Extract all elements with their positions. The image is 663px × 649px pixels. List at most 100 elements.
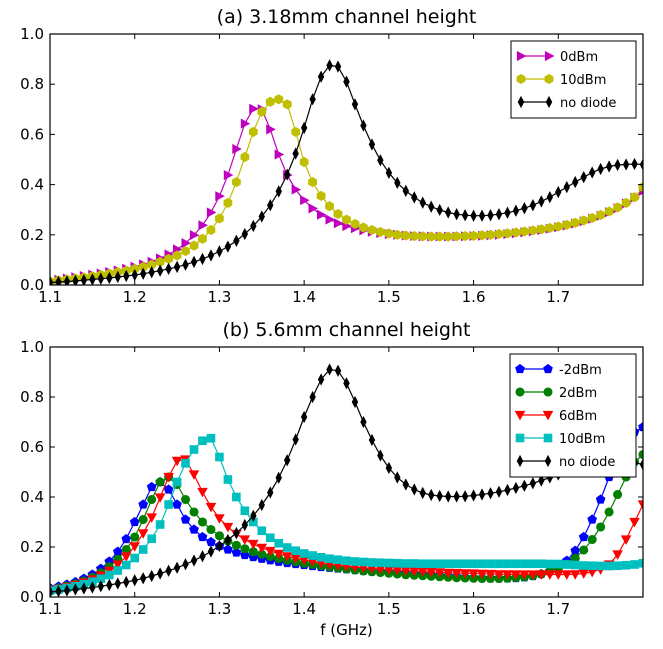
data-point — [155, 477, 165, 487]
data-point — [257, 526, 267, 536]
data-point — [114, 270, 121, 284]
data-point — [257, 106, 267, 117]
data-point — [173, 561, 181, 574]
data-point — [385, 461, 393, 475]
data-point — [231, 547, 242, 557]
legend-label: 0dBm — [560, 50, 598, 65]
data-point — [274, 538, 284, 548]
data-point — [470, 489, 477, 502]
data-point — [528, 559, 538, 569]
data-point — [197, 517, 208, 527]
data-point — [452, 231, 462, 242]
legend-item: 10dBm — [515, 432, 605, 447]
data-point — [214, 514, 225, 524]
data-point — [425, 567, 437, 578]
data-point — [300, 410, 308, 424]
x-tick-label: 1.6 — [462, 288, 486, 306]
data-point — [282, 543, 292, 552]
data-point — [419, 486, 426, 500]
data-point — [148, 266, 155, 279]
data-point — [384, 228, 394, 239]
data-point — [521, 202, 528, 215]
data-point — [308, 177, 318, 188]
data-point — [493, 570, 505, 580]
data-point — [316, 209, 327, 220]
data-point — [97, 580, 105, 593]
plot-area — [50, 363, 643, 597]
data-point — [50, 276, 54, 285]
data-point — [476, 569, 488, 580]
data-point — [368, 138, 376, 151]
y-tick-label: 0.0 — [20, 588, 44, 606]
data-point — [112, 560, 124, 570]
data-point — [418, 231, 428, 242]
data-point — [308, 551, 317, 560]
data-point — [154, 493, 166, 503]
data-point — [613, 561, 622, 571]
data-point — [630, 192, 639, 203]
data-point — [130, 532, 140, 542]
chart-panel-2: (b) 5.6mm channel height 1.1 1.2 1.3 1.4 1.5 1… — [20, 319, 644, 639]
data-point — [451, 568, 462, 579]
data-point — [334, 60, 342, 73]
data-point — [426, 559, 436, 569]
data-point — [256, 543, 268, 554]
data-point — [291, 546, 300, 556]
data-point — [275, 471, 282, 484]
data-point — [537, 224, 546, 235]
data-point — [578, 531, 589, 542]
x-tick-label: 1.7 — [546, 600, 570, 618]
data-point — [461, 209, 469, 222]
data-point — [443, 231, 453, 242]
data-point — [350, 557, 360, 566]
data-point — [189, 445, 199, 454]
data-point — [241, 227, 249, 241]
legend-marker — [515, 363, 525, 374]
data-point — [503, 228, 512, 239]
data-point — [478, 209, 486, 222]
data-point — [189, 240, 199, 251]
data-point — [232, 492, 241, 502]
data-point — [553, 221, 563, 232]
data-point — [223, 170, 234, 181]
data-point — [444, 206, 452, 219]
data-point — [120, 552, 132, 562]
data-point — [129, 516, 140, 527]
data-point — [520, 226, 529, 237]
data-point — [248, 539, 259, 550]
data-point — [605, 160, 613, 173]
data-point — [351, 98, 359, 111]
data-point — [171, 456, 183, 467]
legend-label: 10dBm — [560, 73, 606, 88]
data-point — [393, 558, 402, 568]
data-point — [544, 570, 556, 580]
data-point — [470, 209, 477, 222]
data-point — [309, 93, 316, 106]
data-point — [267, 486, 274, 499]
data-point — [275, 185, 282, 198]
data-point — [148, 569, 155, 583]
data-point — [343, 75, 350, 88]
data-point — [146, 513, 157, 523]
data-point — [487, 209, 494, 222]
data-point — [292, 433, 299, 446]
data-point — [604, 561, 614, 571]
data-point — [165, 564, 172, 577]
data-point — [224, 240, 232, 253]
data-point — [504, 206, 511, 219]
x-tick-label: 1.2 — [123, 288, 147, 306]
data-point — [223, 544, 233, 554]
data-point — [266, 124, 276, 135]
legend-marker — [543, 387, 553, 397]
data-point — [80, 582, 88, 595]
data-point — [231, 540, 241, 550]
data-point — [50, 585, 54, 597]
data-point — [207, 249, 215, 262]
data-point — [292, 147, 299, 160]
y-tick-label: 0.0 — [20, 276, 44, 294]
data-point — [248, 126, 258, 137]
data-point — [350, 218, 360, 230]
legend-marker — [545, 95, 553, 109]
legend-marker — [516, 50, 527, 62]
data-point — [89, 581, 96, 594]
